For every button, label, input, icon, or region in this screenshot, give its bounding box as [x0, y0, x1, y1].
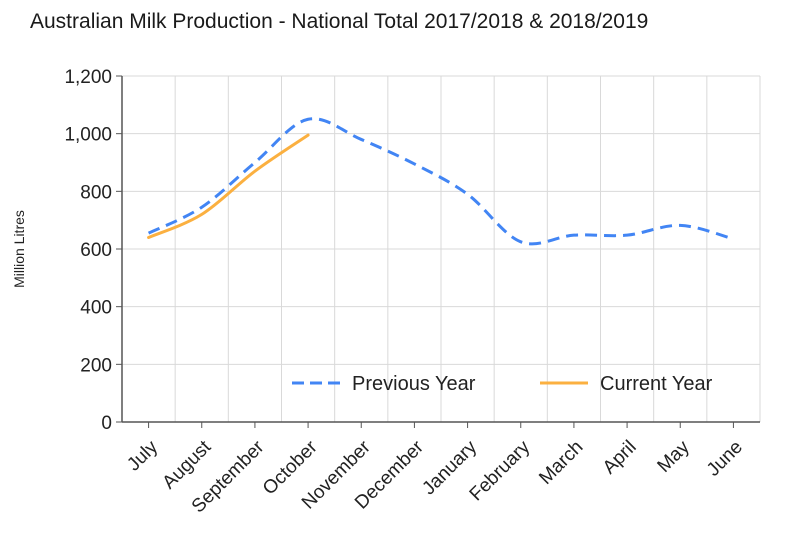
- y-axis-label: Million Litres: [11, 210, 27, 288]
- data-point: [147, 231, 151, 235]
- y-tick-label: 0: [101, 413, 112, 434]
- x-tick-label: March: [535, 437, 587, 489]
- y-tick-label: 600: [80, 240, 112, 261]
- x-tick-label: April: [599, 437, 641, 479]
- y-tick-label: 800: [80, 182, 112, 203]
- y-tick-label: 1,000: [64, 125, 112, 146]
- x-tick-label: May: [654, 436, 695, 477]
- data-point: [253, 169, 257, 173]
- y-tick-label: 200: [80, 355, 112, 376]
- data-point: [253, 161, 257, 165]
- y-tick-label: 1,200: [64, 67, 112, 88]
- data-point: [147, 235, 151, 239]
- legend-label-previous-year: Previous Year: [352, 373, 476, 395]
- data-point: [412, 162, 416, 166]
- data-point: [678, 223, 682, 227]
- y-tick-label: 400: [80, 298, 112, 319]
- data-point: [200, 212, 204, 216]
- series-line-previous-year: [147, 117, 734, 246]
- x-tick-label: July: [123, 436, 162, 475]
- data-point: [572, 233, 576, 237]
- x-tick-label: June: [703, 437, 747, 481]
- data-point: [306, 117, 310, 121]
- data-point: [519, 240, 523, 244]
- data-point: [466, 192, 470, 196]
- data-point: [306, 133, 310, 137]
- series-line-current-year: [147, 133, 310, 239]
- legend-label-current-year: Current Year: [600, 373, 713, 395]
- data-point: [359, 137, 363, 141]
- data-point: [731, 237, 735, 241]
- data-point: [625, 233, 629, 237]
- chart-title: Australian Milk Production - National To…: [30, 10, 649, 33]
- data-point: [200, 205, 204, 209]
